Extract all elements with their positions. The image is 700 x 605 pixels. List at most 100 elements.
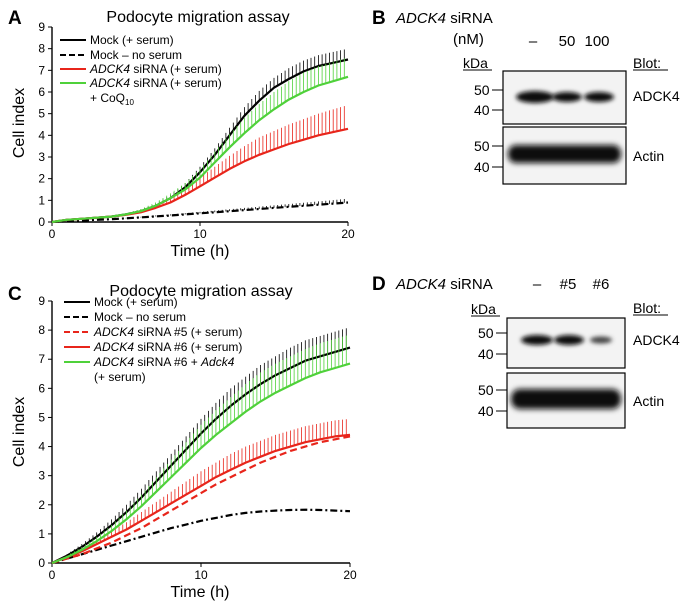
band-d-adck4-lane2 bbox=[554, 335, 584, 345]
chart-c-y-tick-label: 6 bbox=[38, 381, 45, 395]
chart-a-y-tick-label: 7 bbox=[38, 63, 45, 77]
blot-header-b: ADCK4 siRNA bbox=[395, 10, 493, 27]
marker-b-actin-40: 40 bbox=[474, 159, 490, 175]
chart-c-y-tick-label: 2 bbox=[38, 498, 45, 512]
legend-entry-c-0: Mock (+ serum) bbox=[94, 295, 178, 309]
marker-b-adck4-40: 40 bbox=[474, 102, 490, 118]
panel-label-a: A bbox=[8, 8, 22, 29]
lane-label-d-2: #6 bbox=[593, 276, 610, 293]
legend-entry-a-4: + CoQ10 bbox=[90, 91, 134, 107]
chart-a-series-1-line bbox=[51, 201, 349, 224]
lane-label-b-1: 50 bbox=[559, 33, 576, 50]
blot-bands-d-actin bbox=[511, 389, 621, 409]
legend-entry-c-4: ADCK4 siRNA #6 + Adck4 bbox=[93, 355, 235, 369]
legend-entry-a-3: ADCK4 siRNA (+ serum) bbox=[89, 76, 222, 90]
panel-a: A Podocyte migration assay 0 1 2 3 4 5 6 7 8 9 0 10… bbox=[8, 8, 355, 260]
blot-column-header-b: Blot: bbox=[633, 55, 661, 71]
chart-a-x-tick-label: 20 bbox=[341, 227, 355, 241]
kda-label-d: kDa bbox=[471, 301, 496, 317]
chart-title-c: Podocyte migration assay bbox=[109, 283, 292, 300]
legend-entry-c-3: ADCK4 siRNA #6 (+ serum) bbox=[93, 340, 242, 354]
blot-header-d: ADCK4 siRNA bbox=[395, 276, 493, 293]
chart-c-y-tick-label: 1 bbox=[38, 527, 45, 541]
band-b-adck4-lane2 bbox=[552, 92, 582, 102]
chart-c-series-3-error-bars bbox=[55, 419, 347, 562]
chart-c-y-tick-label: 7 bbox=[38, 352, 45, 366]
lane-label-b-0: – bbox=[529, 33, 538, 50]
blot-name-d-adck4: ADCK4 bbox=[633, 332, 680, 348]
legend-entry-a-2: ADCK4 siRNA (+ serum) bbox=[89, 62, 222, 76]
band-b-adck4-lane3 bbox=[584, 92, 614, 102]
marker-d-adck4-50: 50 bbox=[478, 325, 494, 341]
chart-c-x-tick-label: 0 bbox=[49, 568, 56, 582]
panel-c: C Podocyte migration assay 0 1 2 3 4 5 6 7 8 9 0 10… bbox=[8, 283, 357, 601]
chart-c-x-tick-label: 20 bbox=[343, 568, 357, 582]
blot-bands-b-adck4 bbox=[516, 91, 614, 103]
legend-a: Mock (+ serum) Mock – no serum ADCK4 siR… bbox=[60, 33, 222, 107]
panel-label-d: D bbox=[372, 274, 386, 295]
band-d-actin bbox=[511, 389, 621, 409]
chart-c-y-tick-label: 9 bbox=[38, 294, 45, 308]
chart-c-y-tick-label: 8 bbox=[38, 323, 45, 337]
x-axis-label-c: Time (h) bbox=[171, 584, 230, 601]
chart-c-series-3-line bbox=[51, 433, 351, 565]
chart-c-series-4-line bbox=[51, 362, 351, 565]
chart-a-y-tick-label: 2 bbox=[38, 172, 45, 186]
panel-label-c: C bbox=[8, 284, 22, 305]
marker-d-actin-50: 50 bbox=[478, 382, 494, 398]
legend-entry-c-5: (+ serum) bbox=[94, 370, 146, 384]
units-label-b: (nM) bbox=[453, 31, 484, 48]
blot-column-header-d: Blot: bbox=[633, 300, 661, 316]
chart-a-y-tick-label: 0 bbox=[38, 215, 45, 229]
chart-c-y-tick-label: 5 bbox=[38, 410, 45, 424]
chart-a-y-tick-label: 9 bbox=[38, 20, 45, 34]
marker-b-actin-50: 50 bbox=[474, 138, 490, 154]
blot-name-b-actin: Actin bbox=[633, 148, 664, 164]
chart-a-y-tick-label: 3 bbox=[38, 150, 45, 164]
y-axis-label-a: Cell index bbox=[11, 88, 28, 158]
legend-entry-a-1: Mock – no serum bbox=[90, 48, 182, 62]
chart-c: 0 1 2 3 4 5 6 7 8 9 0 10 20 bbox=[38, 294, 357, 582]
chart-a-y-tick-label: 1 bbox=[38, 193, 45, 207]
panel-d: D ADCK4 siRNA – #5 #6 kDa Blot: 50 40 AD… bbox=[372, 274, 680, 429]
kda-label-b: kDa bbox=[463, 55, 488, 71]
y-axis-label-c: Cell index bbox=[11, 397, 28, 467]
legend-c: Mock (+ serum) Mock – no serum ADCK4 siR… bbox=[64, 295, 242, 384]
blot-bands-d-adck4 bbox=[521, 335, 612, 345]
blot-bands-b-actin bbox=[508, 145, 621, 163]
blot-name-d-actin: Actin bbox=[633, 393, 664, 409]
chart-c-series-4-error-bars bbox=[55, 335, 347, 562]
chart-a-series-3-line bbox=[51, 75, 349, 224]
chart-a-y-tick-label: 4 bbox=[38, 128, 45, 142]
legend-entry-c-1: Mock – no serum bbox=[94, 310, 186, 324]
chart-a-y-tick-label: 8 bbox=[38, 42, 45, 56]
legend-entry-a-0: Mock (+ serum) bbox=[90, 33, 174, 47]
chart-c-y-tick-label: 3 bbox=[38, 469, 45, 483]
panel-label-b: B bbox=[372, 8, 386, 29]
chart-a: 0 1 2 3 4 5 6 7 8 9 0 10 20 bbox=[38, 20, 355, 241]
chart-c-y-tick-label: 0 bbox=[38, 556, 45, 570]
band-b-actin bbox=[508, 145, 621, 163]
chart-a-x-tick-label: 0 bbox=[49, 227, 56, 241]
x-axis-label-a: Time (h) bbox=[171, 243, 230, 260]
chart-a-x-tick-label: 10 bbox=[193, 227, 207, 241]
band-d-adck4-lane1 bbox=[521, 335, 553, 345]
band-b-adck4-lane1 bbox=[516, 91, 554, 103]
chart-c-series-1-line bbox=[51, 508, 351, 565]
lane-label-d-1: #5 bbox=[560, 276, 577, 293]
chart-a-y-tick-label: 5 bbox=[38, 107, 45, 121]
blot-name-b-adck4: ADCK4 bbox=[633, 88, 680, 104]
lane-label-d-0: – bbox=[533, 276, 542, 293]
panel-b: B ADCK4 siRNA (nM) – 50 100 kDa Blot: 50… bbox=[372, 8, 680, 185]
marker-d-adck4-40: 40 bbox=[478, 346, 494, 362]
chart-a-series-2-error-bars bbox=[107, 106, 345, 217]
chart-c-x-tick-label: 10 bbox=[194, 568, 208, 582]
chart-c-y-tick-label: 4 bbox=[38, 440, 45, 454]
chart-c-series-2-line bbox=[51, 435, 351, 565]
marker-d-actin-40: 40 bbox=[478, 403, 494, 419]
legend-entry-c-2: ADCK4 siRNA #5 (+ serum) bbox=[93, 325, 242, 339]
chart-a-y-tick-label: 6 bbox=[38, 85, 45, 99]
marker-b-adck4-50: 50 bbox=[474, 82, 490, 98]
chart-title-a: Podocyte migration assay bbox=[106, 9, 289, 26]
